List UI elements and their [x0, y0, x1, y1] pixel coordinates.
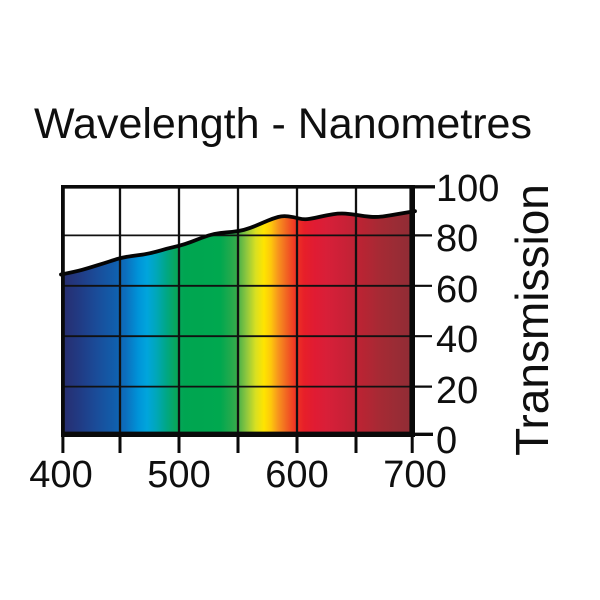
x-tick-label-700: 700	[383, 454, 447, 496]
x-tick-label-500: 500	[147, 454, 211, 496]
y-tick-label-0: 0	[436, 420, 458, 462]
x-tick-label-600: 600	[265, 454, 329, 496]
spectrum-transmission-plot	[59, 184, 435, 453]
x-tick-label-400: 400	[29, 454, 93, 496]
y-tick-label-100: 100	[436, 168, 500, 210]
y-tick-label-80: 80	[436, 218, 479, 260]
chart-title: Wavelength - Nanometres	[34, 100, 532, 148]
y-axis-title: Transmission	[506, 184, 558, 456]
transmission-curve	[59, 209, 417, 277]
y-tick-label-60: 60	[436, 269, 479, 311]
y-tick-label-20: 20	[436, 370, 479, 412]
y-tick-label-40: 40	[436, 319, 479, 361]
